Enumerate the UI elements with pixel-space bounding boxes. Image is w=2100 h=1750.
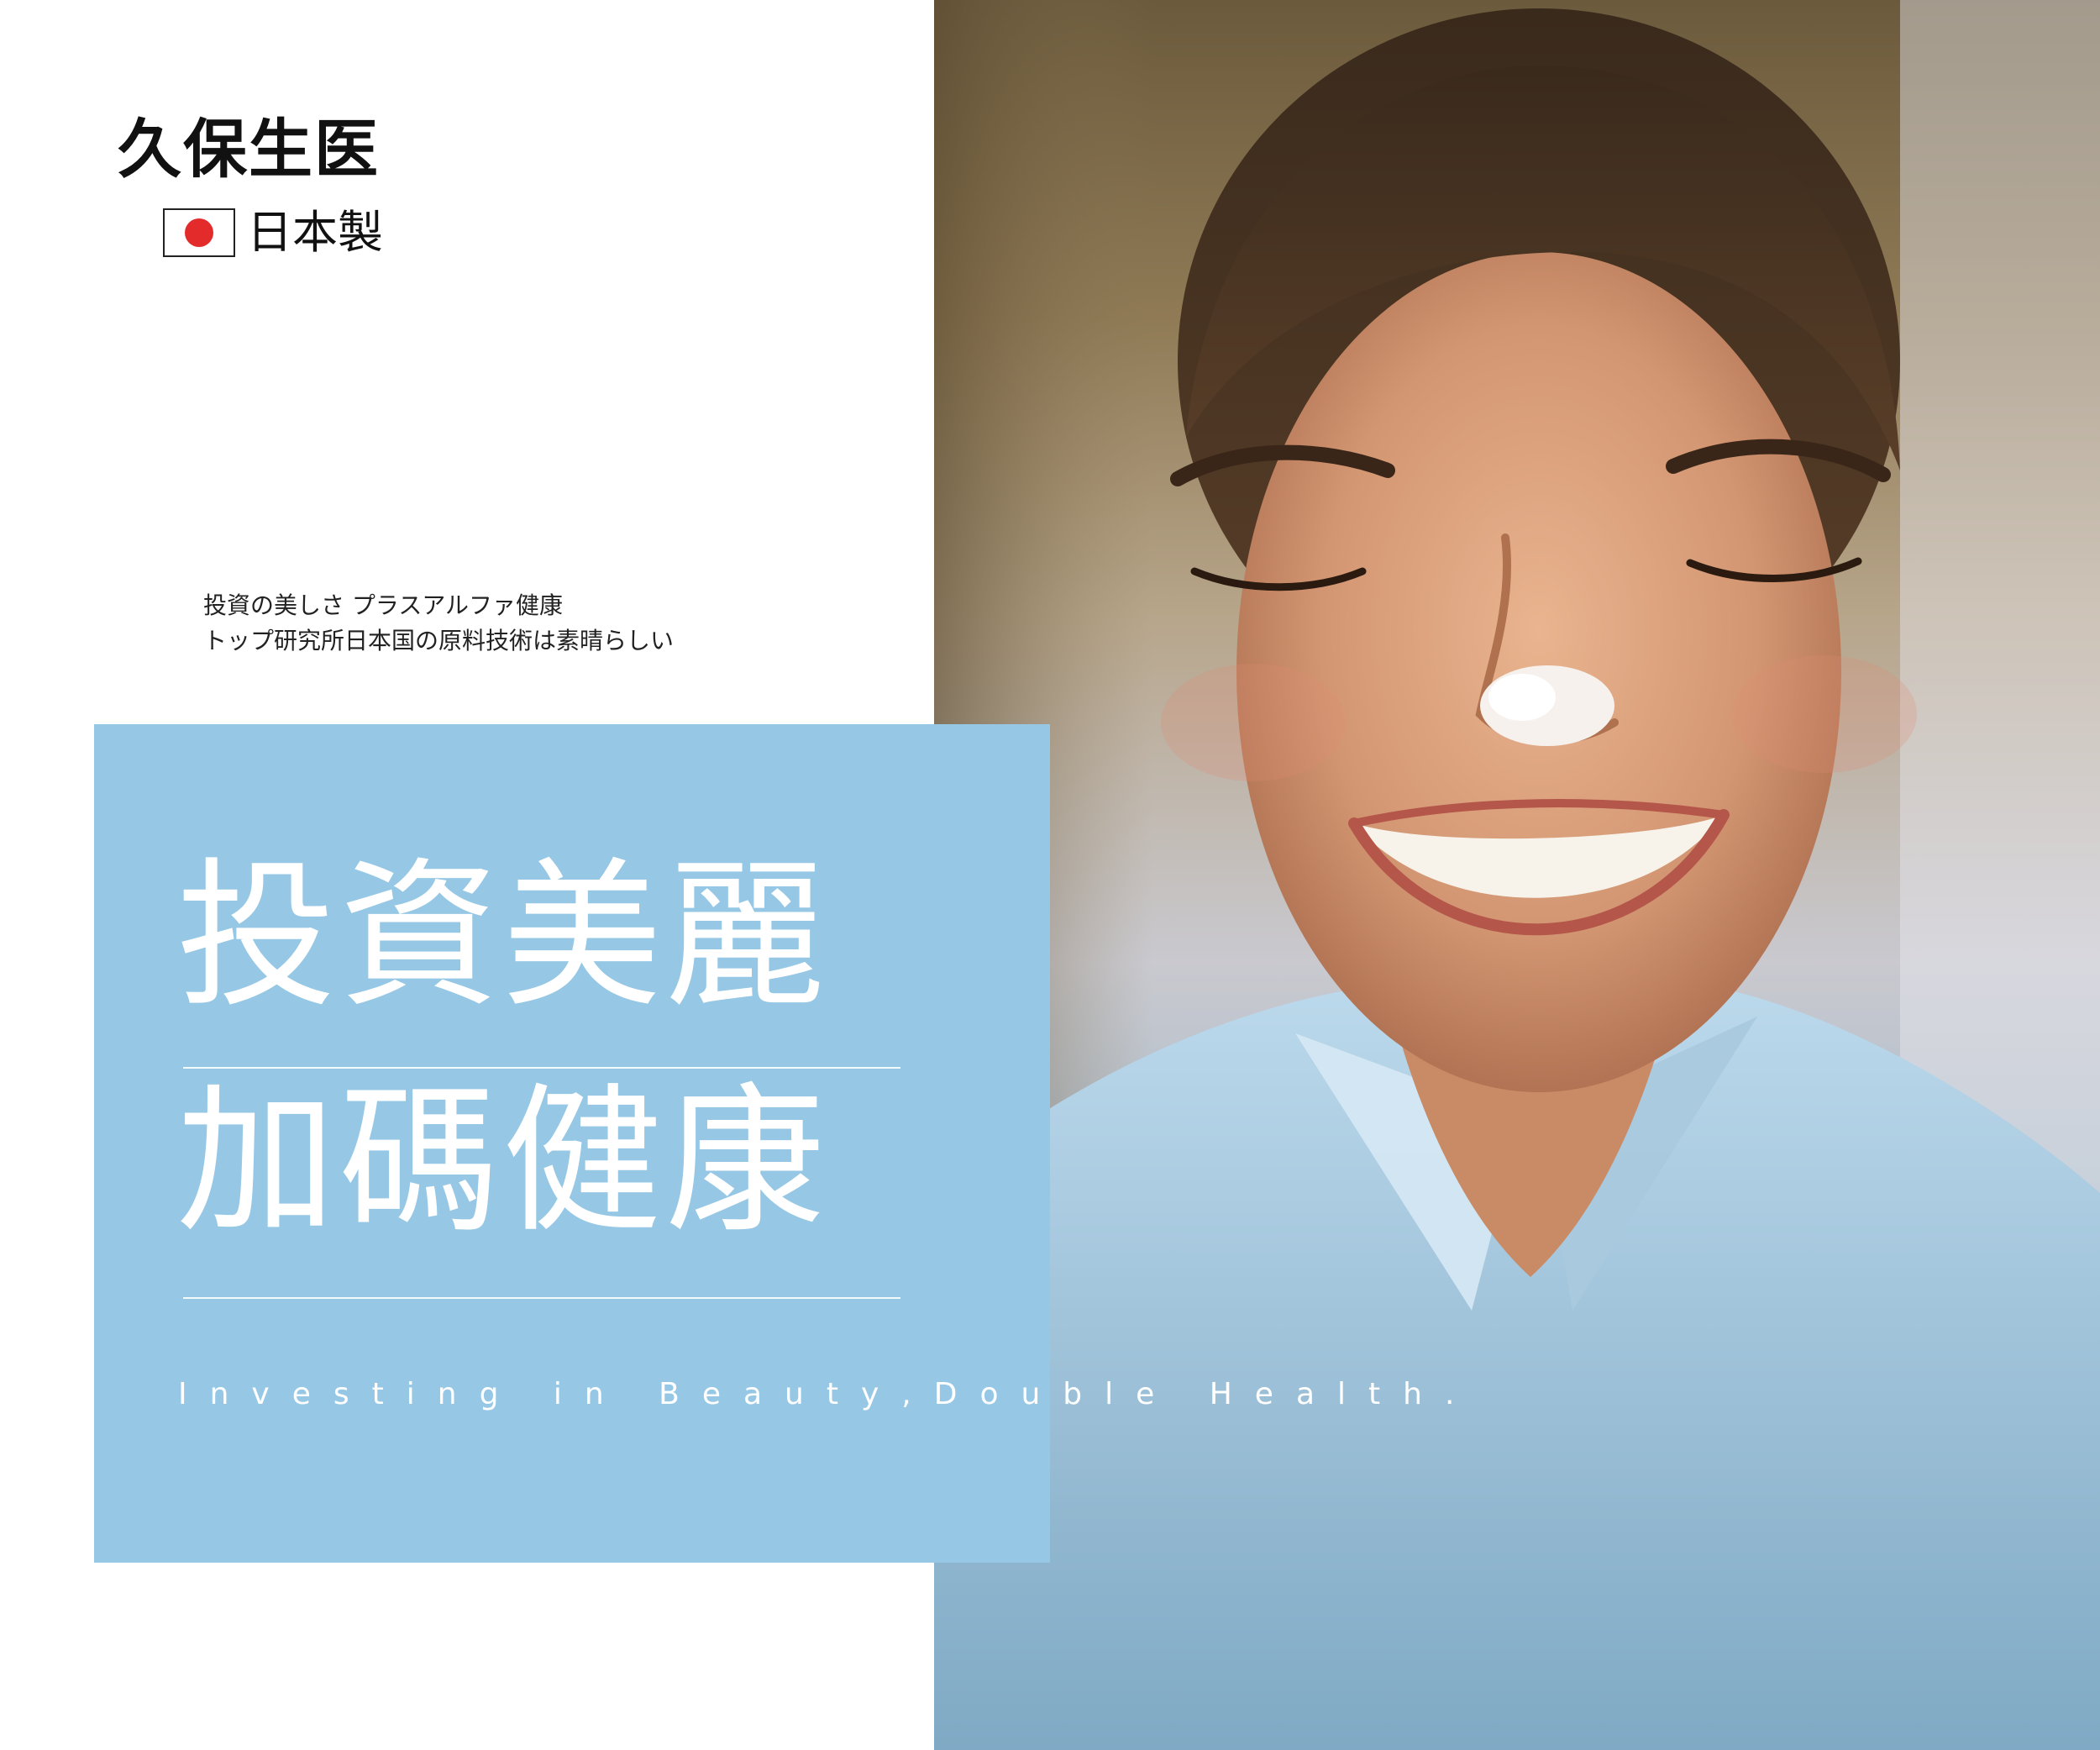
headline-line-2: 加碼健康 [176,1069,829,1254]
headline-box [94,724,1050,1563]
smiling-woman-photo [934,0,2100,1750]
origin-label: 日本製 [247,206,383,259]
japan-flag-icon [163,208,235,257]
origin-badge: 日本製 [163,206,383,260]
english-slogan: Investing in Beauty,Double Health. [178,1377,1478,1411]
flag-sun [185,218,213,247]
photo-illustration [934,0,2100,1750]
divider-1 [183,1067,900,1069]
japanese-tagline: 投資の美しさ プラスアルファ健康 トップ研究所日本国の原料技術は素晴らしい [203,588,674,659]
tagline-line-2: トップ研究所日本国の原料技術は素晴らしい [203,627,675,654]
brand-name: 久保生医 [118,112,380,187]
tagline-line-1: 投資の美しさ プラスアルファ健康 [203,591,564,619]
headline-line-1: 投資美麗 [176,843,829,1029]
divider-2 [183,1297,900,1299]
